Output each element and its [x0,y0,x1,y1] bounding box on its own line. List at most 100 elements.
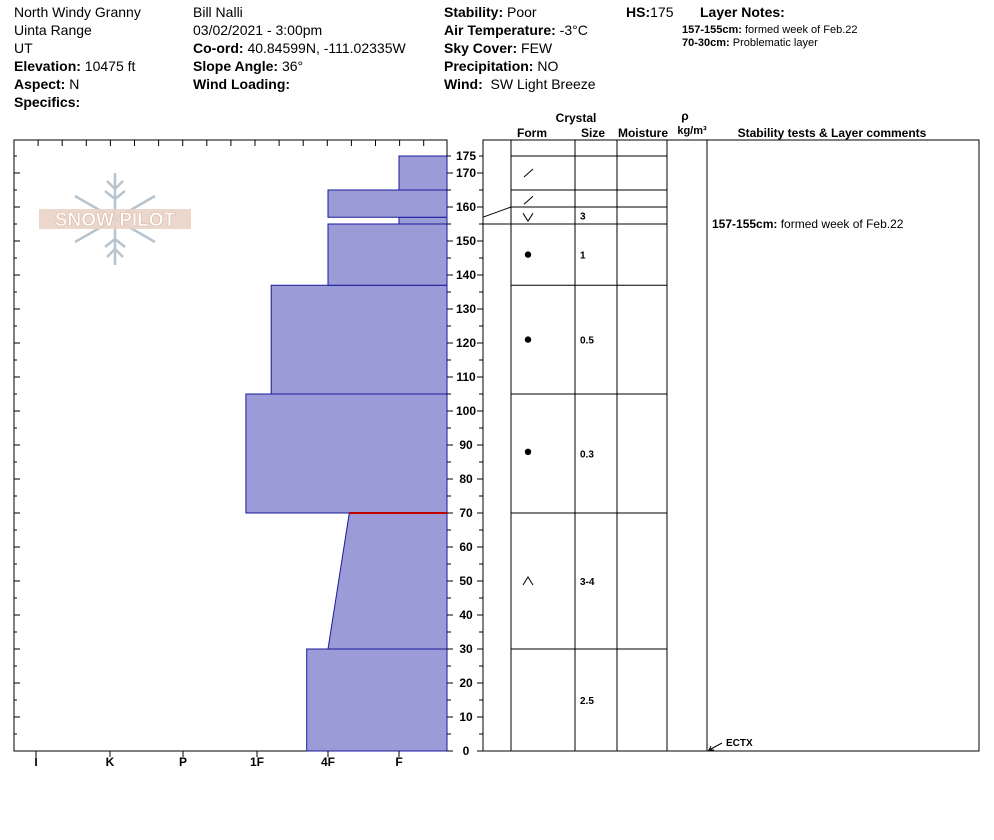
state-name: UT [14,40,33,56]
layer-bar-6 [327,189,448,218]
stability-label: Stability: [444,4,504,20]
specifics-label: Specifics: [14,94,81,110]
hardness-label-f: F [395,755,402,769]
form-rounded-grains-2 [524,448,532,455]
precip-label: Precipitation: [444,58,534,74]
layer-connector [482,206,512,218]
height-label: 175 [456,149,476,163]
hardness-layers [245,155,448,752]
hs-label: HS: [626,4,651,20]
density-symbol: ρ [681,109,688,123]
elevation-label: Elevation: [14,58,81,74]
layer-note-1: 157-155cm: formed week of Feb.22 [682,24,858,36]
form-header: Form [517,126,547,140]
height-label: 70 [459,506,473,520]
crystal-header: Crystal [556,111,597,125]
sky-value: FEW [521,40,553,56]
coord-value: 40.84599N, -111.02335W [247,40,406,56]
form-rounded-grains-3 [524,336,532,343]
crystal-size-5: 3 [580,212,586,223]
height-label: 130 [456,302,476,316]
layer-table: 2.5 3-4 0.3 0.5 1 3 157-155cm: formed week of … [482,140,904,751]
density-unit: kg/m³ [677,125,707,137]
hardness-label-p: P [179,755,187,769]
stability-value: Poor [507,4,537,20]
precipitation: Precipitation: NO [444,57,558,75]
height-label: 0 [463,744,470,758]
slope-label: Slope Angle: [193,58,279,74]
height-label: 140 [456,268,476,282]
crystal-size-1: 3-4 [580,577,595,588]
height-label: 150 [456,234,476,248]
height-label: 80 [459,472,473,486]
sky-cover: Sky Cover: FEW [444,39,552,57]
hardness-label-1f: 1F [250,755,264,769]
height-label: 110 [456,370,476,384]
layer-notes-title: Layer Notes: [700,4,785,20]
layer-note-1-text: formed week of Feb.22 [745,24,858,36]
form-decomposing-7 [523,168,534,178]
height-label: 60 [459,540,473,554]
form-surface-hoar-5 [522,212,534,223]
layer-table-frame [482,139,980,752]
crystal-size-2: 0.3 [580,450,594,461]
total-snow-height: HS:175 [626,3,673,21]
observer-name: Bill Nalli [193,4,243,20]
stability-test-arrowhead-0 [708,745,714,751]
wind: Wind: SW Light Breeze [444,75,596,93]
air-temperature: Air Temperature: -3°C [444,21,588,39]
layer-bar-4 [327,223,448,286]
height-label: 120 [456,336,476,350]
observation-datetime: 03/02/2021 - 3:00pm [193,22,323,38]
layer-bar-7 [398,155,448,191]
layer-note-2-range: 70-30cm: [682,37,730,49]
moisture-header: Moisture [618,126,668,140]
hardness-label-4f: 4F [321,755,335,769]
hs-value: 175 [650,4,674,20]
comments-header: Stability tests & Layer comments [738,126,927,140]
layer-comment-0: 157-155cm: formed week of Feb.22 [712,217,904,231]
air-temp-label: Air Temperature: [444,22,556,38]
stability-test-label-0: ECTX [726,738,753,749]
form-depth-hoar-1 [522,576,534,586]
specifics: Specifics: [14,93,80,111]
layer-bar-5 [398,216,448,225]
size-header: Size [581,126,605,140]
precip-value: NO [537,58,559,74]
slope-angle: Slope Angle: 36° [193,57,303,75]
height-label: 10 [459,710,473,724]
height-label: 100 [456,404,476,418]
wind-value: SW Light Breeze [490,76,596,92]
aspect-value: N [69,76,80,92]
layer-comment-range: 157-155cm: [712,217,777,231]
height-axis: 0 10 20 30 40 50 60 70 80 90 100 110 120 130 140 150 160… [14,149,483,758]
wind-loading: Wind Loading: [193,75,290,93]
layer-bar-2 [245,393,448,514]
elevation-value: 10475 ft [84,58,136,74]
snowpilot-logo: SNOW PILOT [39,173,191,265]
stability: Stability: Poor [444,3,537,21]
range-name: Uinta Range [14,22,92,38]
layer-bar-3 [270,284,448,395]
height-label: 160 [456,200,476,214]
form-decomposing-6 [523,195,534,205]
hardness-label-k: K [106,755,115,769]
stability-test-arrow-0 [708,742,723,751]
height-label: 20 [459,676,473,690]
sky-label: Sky Cover: [444,40,518,56]
crystal-size-4: 1 [580,251,586,262]
wind-label: Wind: [444,76,483,92]
height-label: 90 [459,438,473,452]
height-label: 40 [459,608,473,622]
hardness-label-i: I [34,755,37,769]
aspect-label: Aspect: [14,76,66,92]
crystal-size-0: 2.5 [580,696,594,707]
form-rounded-grains-4 [524,251,532,258]
aspect: Aspect: N [14,75,79,93]
air-temp-value: -3°C [559,22,588,38]
layer-comment-text: formed week of Feb.22 [777,217,903,231]
slope-value: 36° [281,58,304,74]
layer-bar-0 [306,648,448,752]
layer-note-1-range: 157-155cm: [682,24,742,36]
